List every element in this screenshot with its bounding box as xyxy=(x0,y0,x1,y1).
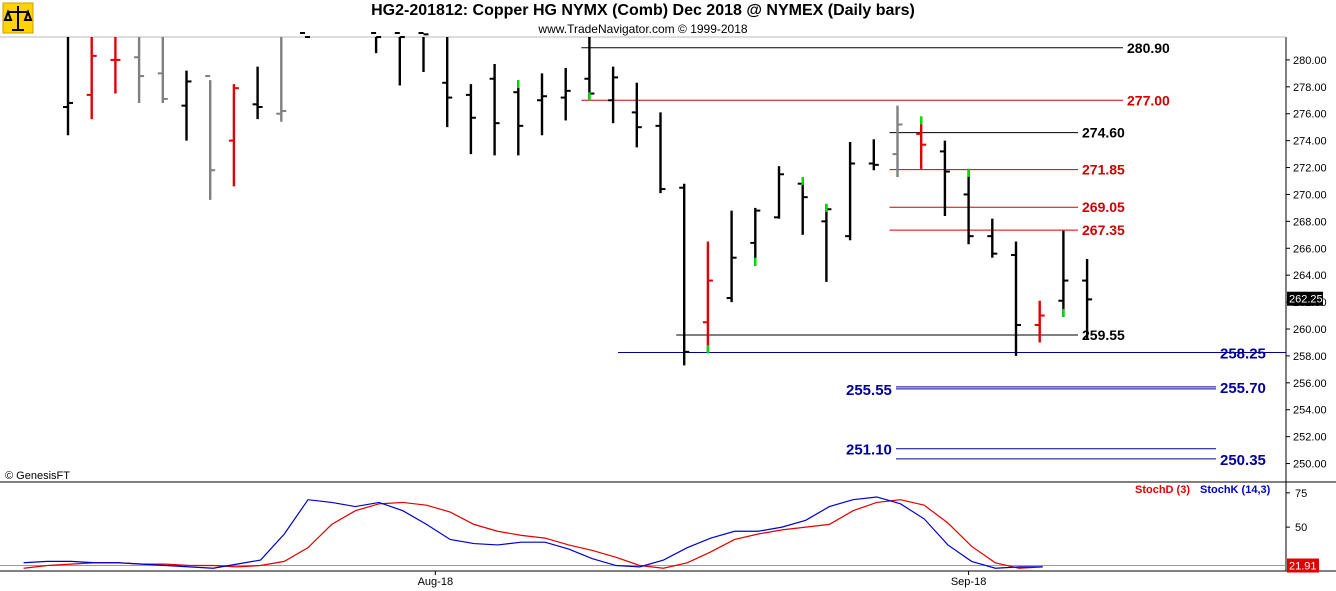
last-price-box xyxy=(1287,291,1323,306)
price-tick-label: 274.00 xyxy=(1293,136,1327,148)
ohlc-bar xyxy=(418,32,429,73)
level-label: 255.55 xyxy=(846,382,892,399)
ohlc-bar xyxy=(63,37,73,136)
level-label: 271.85 xyxy=(1082,162,1125,178)
ohlc-bar xyxy=(845,141,856,241)
ohlc-bar xyxy=(892,105,903,177)
stoch-d-label: StochD (3) xyxy=(1135,484,1190,496)
price-axis: 250.00 252.00 254.00 256.00 258.00 260.00 262.… xyxy=(1286,55,1327,471)
level-label: 258.25 xyxy=(1220,346,1266,363)
ohlc-bar xyxy=(205,75,216,200)
ohlc-bar xyxy=(726,210,737,303)
ohlc-bar xyxy=(228,84,239,187)
level-label: 269.05 xyxy=(1082,199,1125,215)
date-tick-label: Aug-18 xyxy=(418,576,453,588)
last-price-label: 262.25 xyxy=(1289,294,1323,306)
price-tick-label: 272.00 xyxy=(1293,163,1327,175)
ohlc-bar xyxy=(679,183,690,366)
ohlc-bar xyxy=(1011,241,1021,356)
stochastic-panel: 50 75 StochD (3) StochK (14,3) 21.91 xyxy=(0,484,1319,573)
ohlc-bar xyxy=(750,207,761,266)
trading-logo-icon xyxy=(2,2,34,34)
level-label: 250.35 xyxy=(1220,452,1266,469)
date-axis: Aug-18 Sep-18 xyxy=(418,571,986,588)
price-tick-label: 258.00 xyxy=(1293,351,1327,363)
price-tick-label: 250.00 xyxy=(1293,459,1327,471)
level-label: 267.35 xyxy=(1082,222,1125,238)
ohlc-bar xyxy=(465,84,476,155)
price-tick-label: 254.00 xyxy=(1293,405,1327,417)
ohlc-bar xyxy=(252,66,263,120)
ohlc-bar xyxy=(939,140,950,216)
ohlc-bar xyxy=(1058,230,1069,317)
price-tick-label: 260.00 xyxy=(1293,324,1327,336)
price-tick-label: 252.00 xyxy=(1293,432,1327,444)
ohlc-bar xyxy=(276,37,287,122)
price-tick-label: 264.00 xyxy=(1293,270,1327,282)
ohlc-bar xyxy=(442,37,453,128)
source-label: © GenesisFT xyxy=(5,470,70,482)
ohlc-bar xyxy=(821,203,832,282)
ohlc-bar xyxy=(537,73,547,136)
price-tick-label: 268.00 xyxy=(1293,216,1327,228)
level-label: 251.10 xyxy=(846,442,892,459)
ohlc-bar xyxy=(1082,259,1093,339)
chart-subtitle: www.TradeNavigator.com © 1999-2018 xyxy=(538,22,748,36)
ohlc-bar xyxy=(300,32,310,39)
ohlc-bar xyxy=(86,37,97,120)
ohlc-bar xyxy=(157,37,168,103)
stoch-k-label: StochK (14,3) xyxy=(1200,484,1271,496)
stoch-line xyxy=(23,499,1043,569)
date-tick-label: Sep-18 xyxy=(951,576,986,588)
ohlc-bar xyxy=(394,32,405,86)
ohlc-bar xyxy=(774,166,784,219)
stoch-tick-label: 50 xyxy=(1295,522,1307,534)
ohlc-bars xyxy=(63,32,1093,366)
ohlc-bar xyxy=(371,32,382,54)
price-tick-label: 256.00 xyxy=(1293,378,1327,390)
ohlc-bar xyxy=(560,67,571,121)
ohlc-bar xyxy=(631,82,642,148)
ohlc-bar xyxy=(584,37,595,101)
ohlc-bar xyxy=(1034,300,1045,343)
level-label: 280.90 xyxy=(1127,40,1170,56)
stoch-line xyxy=(23,496,1043,569)
price-tick-label: 278.00 xyxy=(1293,82,1327,94)
ohlc-bar xyxy=(489,63,500,156)
stoch-last-box xyxy=(1287,558,1319,573)
ohlc-bar xyxy=(134,37,145,103)
ohlc-bar xyxy=(963,168,974,245)
price-tick-label: 280.00 xyxy=(1293,55,1327,67)
stoch-last-label: 21.91 xyxy=(1289,561,1317,573)
ohlc-bar xyxy=(868,139,879,171)
ohlc-bar xyxy=(987,218,998,258)
ohlc-bar xyxy=(655,112,666,194)
ohlc-bar xyxy=(181,70,192,141)
price-tick-label: 266.00 xyxy=(1293,243,1327,255)
price-tick-label: 270.00 xyxy=(1293,189,1327,201)
level-label: 274.60 xyxy=(1082,125,1125,141)
ohlc-bar xyxy=(513,80,524,156)
ohlc-bar xyxy=(110,37,121,94)
level-label: 255.70 xyxy=(1220,380,1266,397)
chart-title: HG2-201812: Copper HG NYMX (Comb) Dec 20… xyxy=(371,2,915,19)
ohlc-bar xyxy=(916,116,927,169)
chart-frame xyxy=(0,36,1336,572)
price-tick-label: 276.00 xyxy=(1293,109,1327,121)
ohlc-bar xyxy=(797,176,808,235)
stoch-tick-label: 75 xyxy=(1295,488,1307,500)
ohlc-bar xyxy=(702,241,713,354)
level-label: 277.00 xyxy=(1127,92,1170,108)
ohlc-bar xyxy=(608,66,619,124)
support-resistance-levels: 280.90 277.00 274.60 271.85 269.05 267.35 259.… xyxy=(581,40,1286,469)
level-label: 259.55 xyxy=(1082,327,1125,343)
